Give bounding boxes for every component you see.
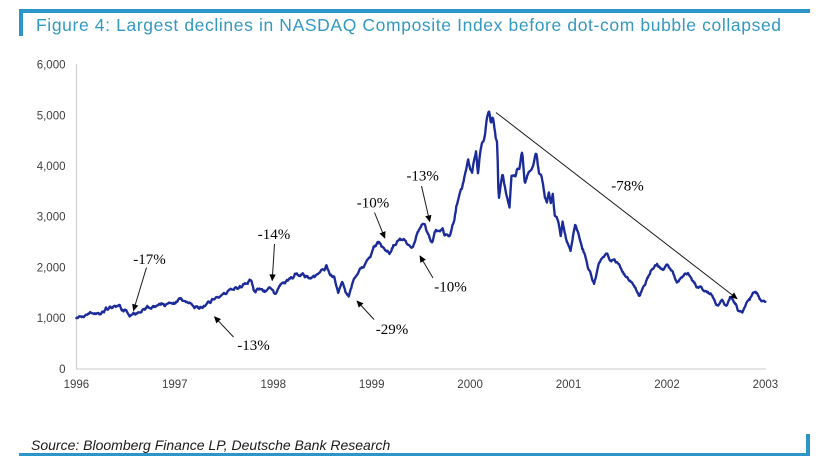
- svg-text:1996: 1996: [64, 379, 90, 391]
- svg-text:2,000: 2,000: [37, 262, 66, 274]
- svg-text:2003: 2003: [753, 379, 779, 391]
- svg-text:-13%: -13%: [237, 338, 270, 354]
- svg-text:1998: 1998: [261, 379, 287, 391]
- svg-text:2002: 2002: [654, 379, 680, 391]
- svg-text:1999: 1999: [359, 379, 385, 391]
- svg-text:1997: 1997: [162, 379, 188, 391]
- svg-text:5,000: 5,000: [37, 110, 66, 122]
- svg-text:1,000: 1,000: [37, 313, 66, 325]
- svg-text:2001: 2001: [556, 379, 582, 391]
- svg-text:2000: 2000: [457, 379, 483, 391]
- svg-text:3,000: 3,000: [37, 212, 66, 224]
- svg-text:-13%: -13%: [406, 169, 439, 185]
- svg-text:4,000: 4,000: [37, 161, 66, 173]
- svg-text:-10%: -10%: [357, 196, 390, 212]
- svg-text:-78%: -78%: [611, 179, 644, 195]
- svg-text:-29%: -29%: [376, 322, 409, 338]
- svg-text:-10%: -10%: [434, 280, 467, 296]
- svg-text:6,000: 6,000: [37, 60, 66, 72]
- svg-text:0: 0: [59, 364, 65, 376]
- svg-text:-17%: -17%: [133, 252, 166, 268]
- svg-text:-14%: -14%: [258, 227, 291, 243]
